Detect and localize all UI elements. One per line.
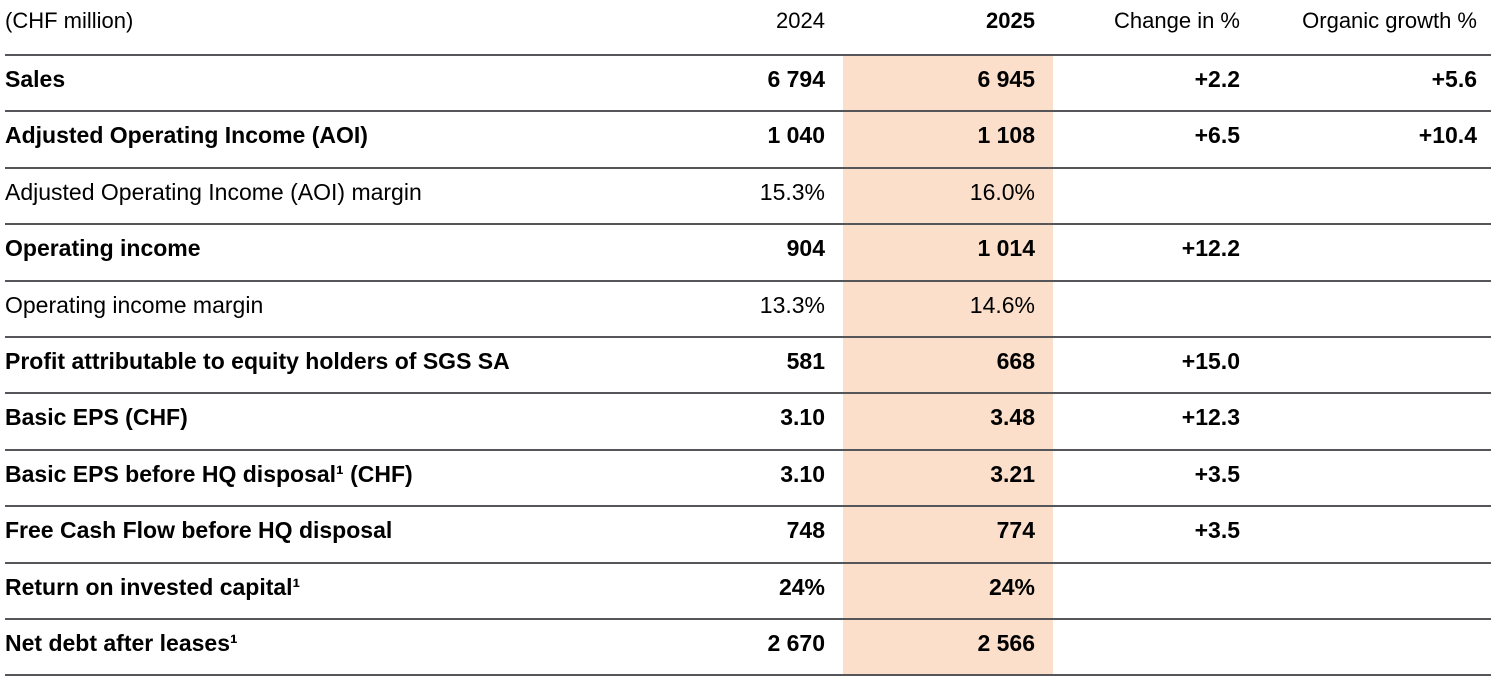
value-2024: 1 040 xyxy=(767,122,825,149)
value-2025: 774 xyxy=(843,507,1053,562)
table-row-basic-eps: Basic EPS (CHF) 3.10 3.48 +12.3 xyxy=(5,392,1491,449)
value-organic xyxy=(1240,282,1491,336)
value-organic xyxy=(1240,507,1491,561)
value-organic xyxy=(1240,564,1491,618)
value-organic xyxy=(1240,225,1491,279)
value-change: +6.5 xyxy=(1194,122,1240,149)
value-2025: 24% xyxy=(843,563,1053,618)
value-2025: 14.6% xyxy=(843,281,1053,336)
value-2024: 581 xyxy=(786,347,825,374)
value-organic xyxy=(1240,169,1491,223)
value-organic xyxy=(1240,620,1491,674)
value-2024: 3.10 xyxy=(780,460,825,487)
row-label: Profit attributable to equity holders of… xyxy=(5,347,510,374)
value-change xyxy=(1053,169,1240,223)
units-label: (CHF million) xyxy=(5,8,134,33)
table-row-operating-income-margin: Operating income margin 13.3% 14.6% xyxy=(5,279,1491,336)
row-label: Basic EPS before HQ disposal¹ (CHF) xyxy=(5,460,413,487)
column-header-2024: 2024 xyxy=(776,8,825,33)
financial-highlights-table: (CHF million) 2024 2025 Change in % Orga… xyxy=(5,0,1491,677)
value-2024: 748 xyxy=(786,517,825,544)
value-2024: 2 670 xyxy=(767,629,825,656)
table-row-net-debt: Net debt after leases¹ 2 670 2 566 xyxy=(5,617,1491,675)
row-label: Sales xyxy=(5,66,66,92)
table-header-row: (CHF million) 2024 2025 Change in % Orga… xyxy=(5,0,1491,54)
row-label: Return on invested capital¹ xyxy=(5,573,301,600)
value-2025: 3.21 xyxy=(843,450,1053,506)
value-2025: 2 566 xyxy=(843,619,1053,675)
value-2024: 13.3% xyxy=(759,291,825,318)
value-2024: 904 xyxy=(786,235,825,262)
value-change: +3.5 xyxy=(1194,517,1240,544)
value-2025: 668 xyxy=(843,337,1053,393)
table-row-aoi-margin: Adjusted Operating Income (AOI) margin 1… xyxy=(5,166,1491,224)
column-header-2025: 2025 xyxy=(986,8,1035,33)
column-header-change: Change in % xyxy=(1114,8,1240,33)
column-header-organic: Organic growth % xyxy=(1302,8,1477,33)
value-change xyxy=(1053,282,1240,336)
row-label: Operating income xyxy=(5,235,201,262)
value-2025: 1 108 xyxy=(843,112,1053,167)
value-2025: 6 945 xyxy=(843,56,1053,111)
value-organic: +5.6 xyxy=(1431,66,1477,92)
value-2024: 6 794 xyxy=(767,66,825,92)
table-row-operating-income: Operating income 904 1 014 +12.2 xyxy=(5,223,1491,280)
value-2025: 3.48 xyxy=(843,394,1053,449)
value-change xyxy=(1053,564,1240,618)
value-change: +15.0 xyxy=(1181,347,1240,374)
table-row-aoi: Adjusted Operating Income (AOI) 1 040 1 … xyxy=(5,110,1491,167)
row-label: Adjusted Operating Income (AOI) xyxy=(5,122,368,149)
value-organic xyxy=(1240,338,1491,392)
row-label: Free Cash Flow before HQ disposal xyxy=(5,517,393,544)
row-label: Operating income margin xyxy=(5,291,264,318)
value-organic: +10.4 xyxy=(1418,122,1477,149)
value-2025: 16.0% xyxy=(843,168,1053,224)
value-change: +2.2 xyxy=(1194,66,1240,92)
value-change: +12.3 xyxy=(1181,404,1240,431)
value-change xyxy=(1053,620,1240,674)
row-label: Net debt after leases¹ xyxy=(5,629,238,656)
value-organic xyxy=(1240,394,1491,448)
value-2024: 24% xyxy=(778,573,825,600)
row-label: Adjusted Operating Income (AOI) margin xyxy=(5,178,422,205)
value-organic xyxy=(1240,451,1491,505)
value-2024: 3.10 xyxy=(780,404,825,431)
row-label: Basic EPS (CHF) xyxy=(5,404,188,431)
table-row-free-cash-flow: Free Cash Flow before HQ disposal 748 77… xyxy=(5,505,1491,562)
table-row-sales: Sales 6 794 6 945 +2.2 +5.6 xyxy=(5,54,1491,111)
table-row-profit: Profit attributable to equity holders of… xyxy=(5,335,1491,393)
value-2025: 1 014 xyxy=(843,225,1053,280)
value-change: +3.5 xyxy=(1194,460,1240,487)
table-row-basic-eps-before-hq: Basic EPS before HQ disposal¹ (CHF) 3.10… xyxy=(5,448,1491,506)
table-row-roic: Return on invested capital¹ 24% 24% xyxy=(5,561,1491,618)
value-change: +12.2 xyxy=(1181,235,1240,262)
value-2024: 15.3% xyxy=(759,178,825,205)
